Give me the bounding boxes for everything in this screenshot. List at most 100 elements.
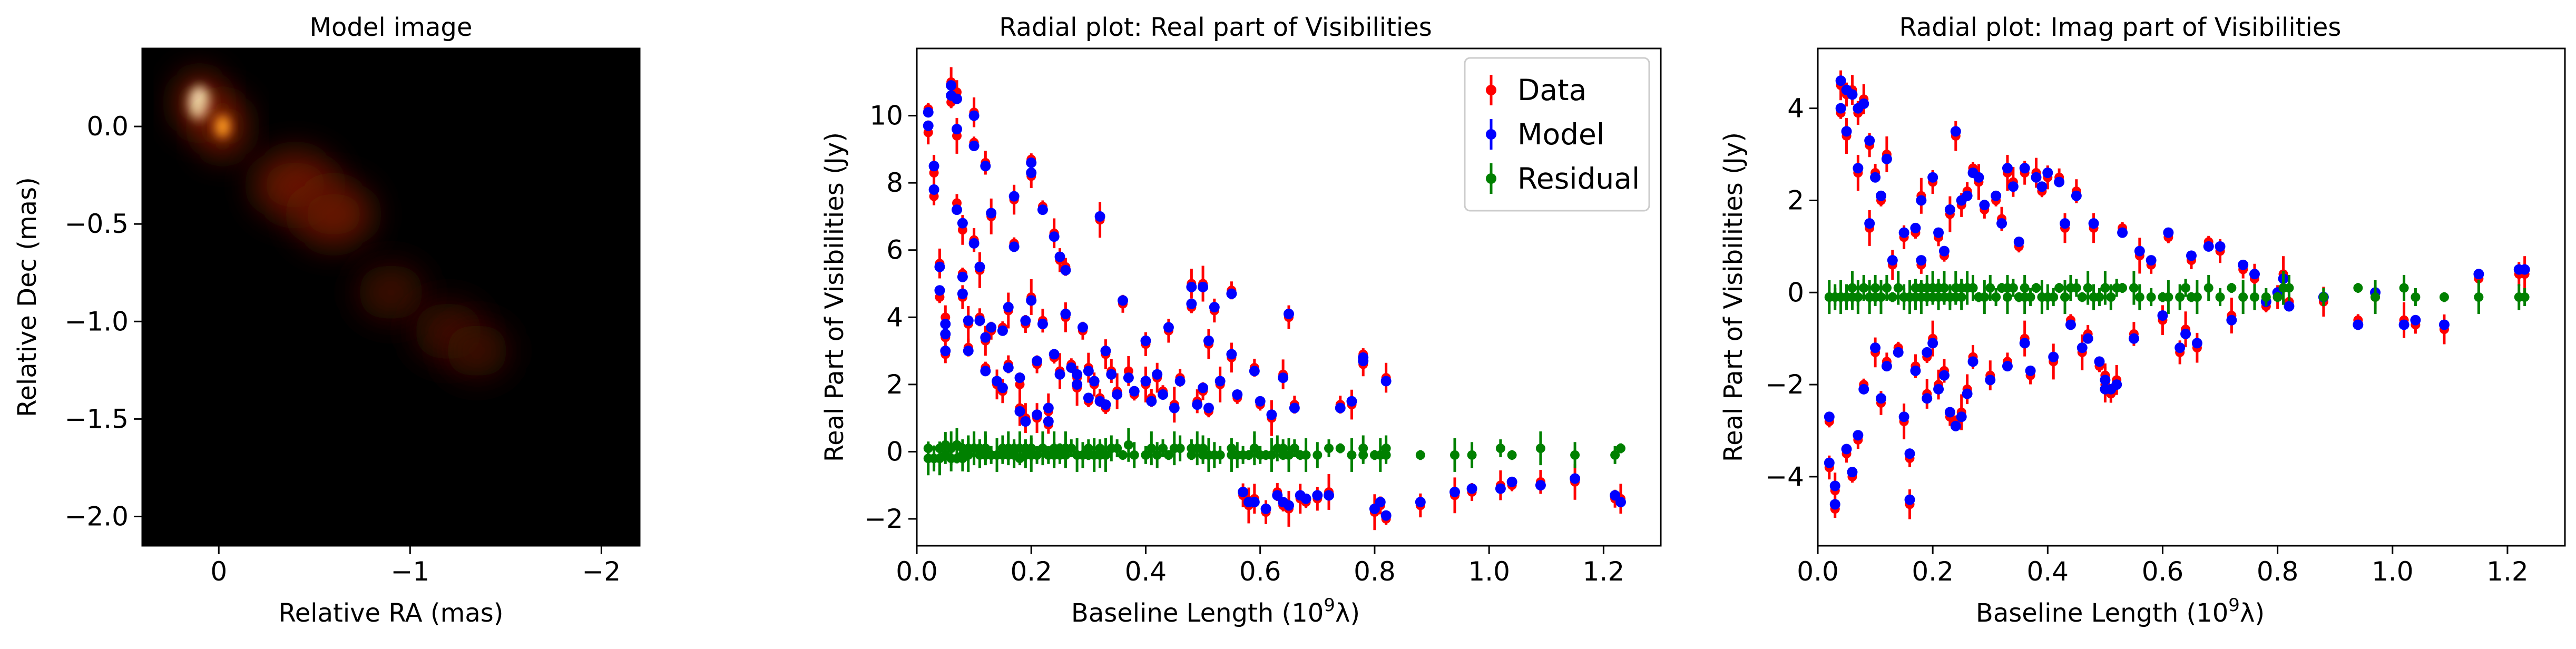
model-point	[1858, 384, 1869, 395]
model-point	[1060, 308, 1071, 319]
model-point	[1255, 396, 1266, 407]
model-point	[1847, 467, 1858, 478]
residual-point	[2249, 292, 2259, 302]
model-point	[2111, 379, 2122, 390]
model-point	[1129, 386, 1140, 397]
model-point	[2353, 319, 2364, 330]
model-point	[1226, 349, 1237, 360]
residual-point	[1123, 440, 1133, 450]
residual-point	[2129, 283, 2139, 293]
model-point	[1495, 483, 1506, 494]
residual-point	[1347, 450, 1357, 460]
model-point	[1910, 222, 1921, 233]
model-point	[1284, 500, 1294, 511]
y-axis-label: Real Part of Visibilities (Jy)	[1719, 132, 1748, 462]
residual-point	[1535, 444, 1545, 454]
model-point	[1203, 335, 1214, 346]
model-point	[1014, 406, 1025, 417]
legend-marker-model	[1486, 129, 1496, 140]
y-axis-label: Real Part of Visibilities (Jy)	[820, 132, 849, 462]
model-point	[980, 161, 991, 172]
model-point	[1922, 393, 1933, 404]
x-axis-label: Baseline Length (109λ)	[1976, 595, 2265, 628]
model-point	[968, 110, 980, 121]
residual-point	[981, 444, 991, 454]
y-tick-label: 4	[886, 302, 903, 332]
residual-point	[1507, 450, 1517, 460]
model-point	[2215, 241, 2226, 252]
residual-point	[2118, 283, 2128, 293]
model-point	[2065, 319, 2076, 330]
model-point	[1043, 416, 1054, 427]
model-point	[1893, 347, 1904, 358]
residual-point	[2175, 292, 2185, 302]
model-point	[928, 184, 939, 195]
model-point	[2128, 333, 2139, 344]
model-point	[1841, 444, 1852, 455]
residual-point	[2077, 292, 2087, 302]
source-core	[214, 115, 231, 139]
model-point	[1615, 497, 1626, 508]
model-point	[1853, 163, 1864, 174]
residual-point	[2020, 283, 2030, 293]
legend-entry-model: Model	[1486, 117, 1604, 151]
residual-point	[1495, 444, 1505, 454]
model-point	[1864, 135, 1875, 146]
model-point	[1083, 392, 1094, 404]
model-point	[1375, 497, 1386, 508]
model-point	[1072, 369, 1083, 380]
model-point	[1933, 227, 1944, 238]
residual-point	[2520, 292, 2530, 302]
model-point	[1996, 218, 2007, 229]
residual-point	[1358, 450, 1368, 460]
x-tick-label: 1.2	[2486, 556, 2529, 587]
model-point	[1904, 494, 1915, 505]
y-tick-label: 6	[886, 235, 903, 266]
residual-point	[1939, 283, 1949, 293]
residual-point	[2261, 292, 2271, 302]
residual-point	[2106, 292, 2116, 302]
residual-point	[1467, 450, 1477, 460]
model-point	[1008, 241, 1020, 252]
model-point	[1077, 322, 1088, 333]
model-point	[1032, 356, 1043, 367]
model-point	[1875, 190, 1886, 201]
residual-point	[1215, 450, 1225, 460]
model-point	[1829, 480, 1840, 491]
residual-point	[1267, 450, 1277, 460]
model-point	[1346, 396, 1357, 407]
residual-point	[1324, 444, 1334, 454]
y-tick-label: 2	[1787, 185, 1804, 215]
model-point	[1209, 302, 1220, 313]
model-point	[974, 261, 985, 272]
model-point	[2519, 264, 2530, 275]
x-tick-label: 0.2	[1010, 556, 1052, 587]
plot-frame	[1817, 47, 2566, 547]
chart-title: Radial plot: Real part of Visibilities	[999, 13, 1432, 42]
model-point	[2007, 181, 2019, 192]
series-model	[1824, 75, 2530, 510]
residual-point	[1278, 444, 1288, 454]
model-point	[1938, 245, 1950, 257]
model-point	[1887, 255, 1898, 266]
model-point	[1169, 402, 1180, 414]
residual-point	[2134, 292, 2144, 302]
residual-point	[1289, 444, 1299, 454]
model-point	[940, 346, 951, 357]
model-point	[2031, 172, 2042, 183]
model-point	[1152, 369, 1163, 380]
model-point	[2019, 338, 2030, 349]
residual-point	[2399, 283, 2409, 293]
model-point	[1106, 369, 1117, 380]
model-point	[1158, 389, 1169, 400]
model-point	[1049, 349, 1060, 360]
model-point	[1380, 376, 1392, 387]
residual-point	[1853, 292, 1863, 302]
model-point	[1054, 251, 1065, 262]
model-point	[1967, 356, 1978, 367]
plot-frame	[916, 47, 1662, 547]
residual-point	[1887, 292, 1897, 302]
residual-point	[1956, 292, 1966, 302]
y-tick-label: 8	[886, 168, 903, 198]
model-point	[2186, 250, 2197, 261]
